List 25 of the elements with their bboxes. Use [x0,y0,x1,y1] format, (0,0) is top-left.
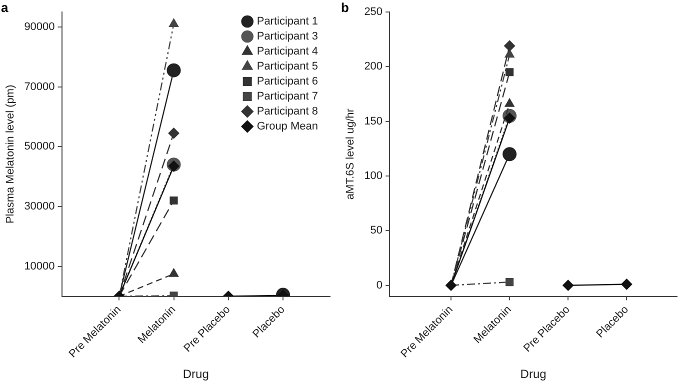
y-tick-label: 0 [376,279,383,292]
x-axis-title: Drug [182,367,209,382]
legend-label: Participant 8 [256,106,318,118]
y-tick-label: 200 [364,60,383,73]
y-tick-label: 90000 [24,20,55,33]
x-axis-title: Drug [520,367,546,382]
legend-label: Participant 1 [256,16,318,28]
legend-label: Participant 3 [256,30,318,43]
y-tick-label: 50000 [24,140,55,153]
chart-title: a [1,0,9,16]
legend-label: Participant 5 [256,60,318,73]
y-tick-label: 70000 [24,80,55,93]
y-tick-label: 10000 [24,260,55,272]
legend-label: Participant 6 [256,76,318,88]
legend-label: Participant 7 [256,90,318,103]
legend-label: Participant 4 [256,46,318,58]
y-tick-label: 100 [364,170,383,182]
chart-title: b [341,0,349,16]
y-tick-label: 150 [364,115,383,128]
legend-label: Group Mean [256,120,318,133]
y-tick-label: 250 [364,6,383,18]
y-axis-title: Plasma Melatonin level (pm) [4,84,17,224]
y-tick-label: 30000 [24,200,55,213]
y-axis-title: aMT.6S level ug/hr [344,108,357,200]
y-tick-label: 50 [370,224,383,237]
